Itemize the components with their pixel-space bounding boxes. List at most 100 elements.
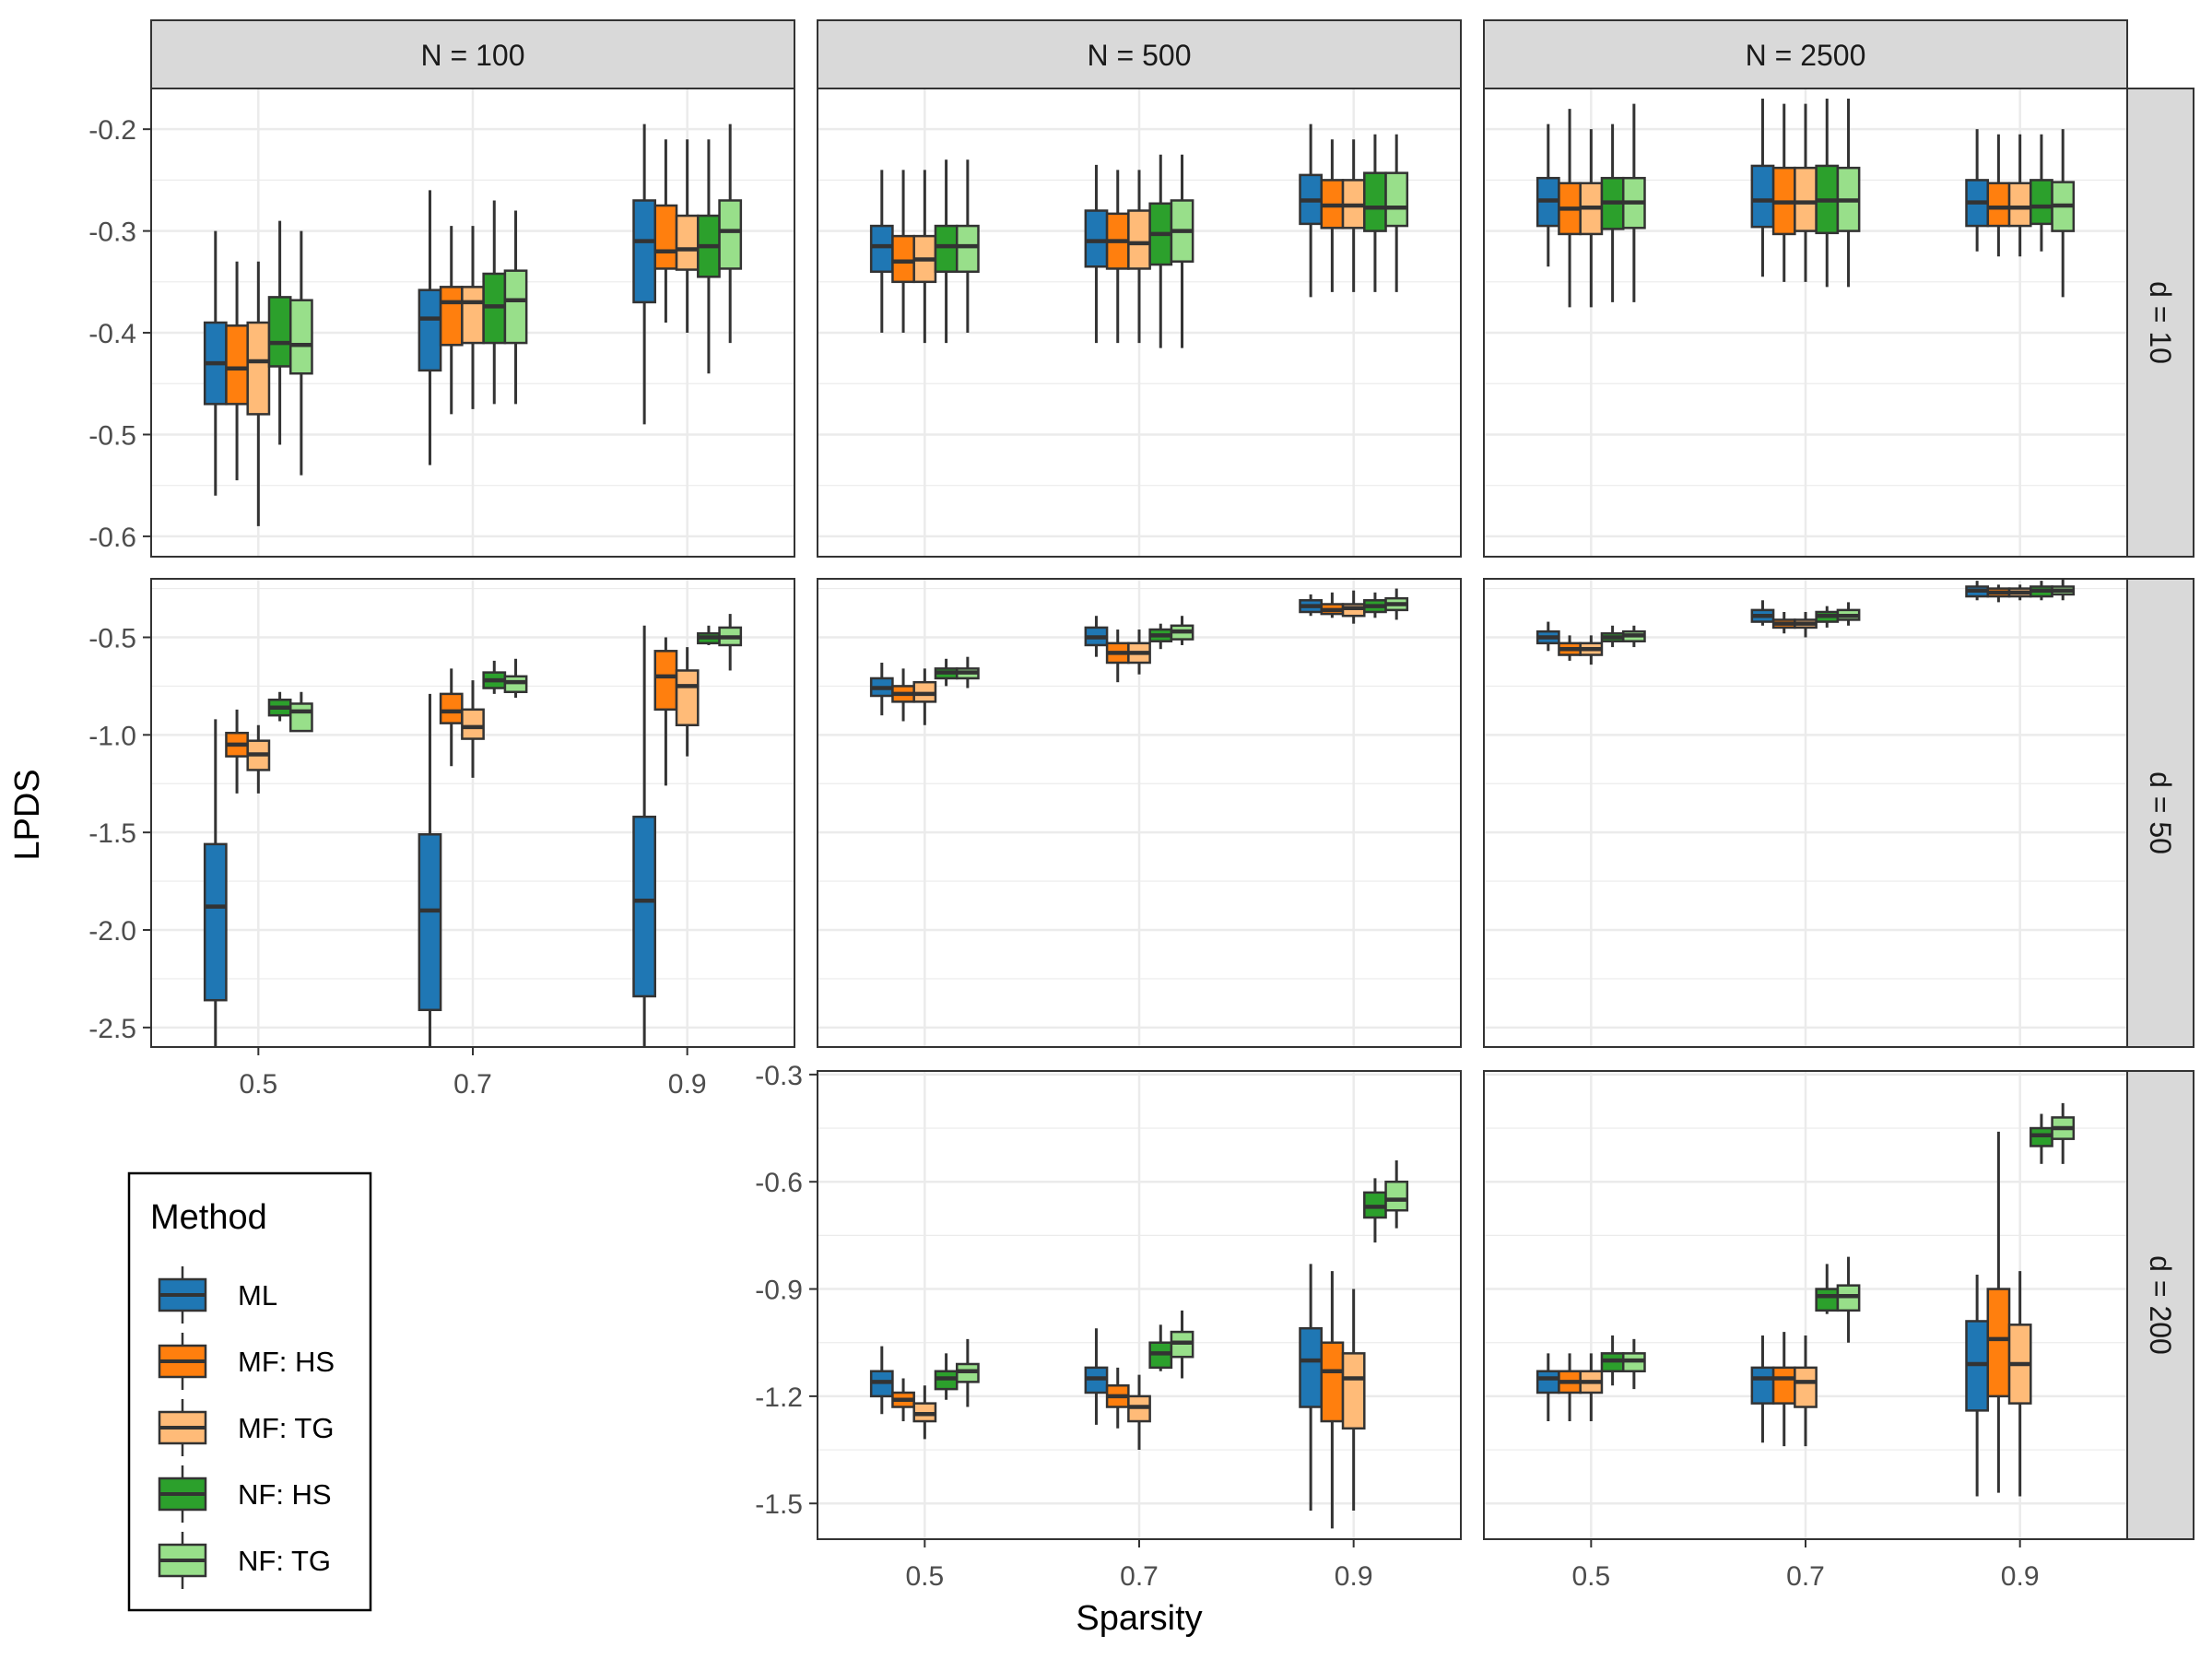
box-nf-hs [1815, 1264, 1840, 1314]
box-mf-tg [2007, 1271, 2032, 1497]
box-body [1384, 1180, 1409, 1212]
box-body [439, 286, 464, 347]
x-tick-label: 0.9 [668, 1069, 707, 1100]
box-mf-hs [1320, 1271, 1345, 1529]
box-mf-tg [1579, 635, 1604, 665]
box-body [1986, 1288, 2011, 1398]
box-body [418, 833, 442, 1012]
box-body [203, 842, 228, 1002]
column-strip-label: N = 2500 [1746, 39, 1866, 72]
box-ml [203, 719, 228, 1047]
box-nf-hs [1815, 99, 1840, 288]
panel-border [817, 88, 1462, 558]
box-ml [1084, 1328, 1109, 1425]
box-mf-hs [653, 637, 678, 786]
box-body [461, 708, 485, 740]
panel-1-3 [1483, 88, 2128, 558]
row-facet-strips: d = 10 d = 50 d = 200 [2126, 88, 2194, 1540]
box-nf-tg [1384, 1159, 1409, 1229]
box-nf-hs [934, 1353, 959, 1400]
panel-border [1483, 88, 2128, 558]
box-ml [418, 693, 442, 1047]
box-nf-tg [503, 658, 528, 699]
box-body [288, 299, 313, 375]
row-strip-2: d = 50 [2126, 578, 2194, 1048]
panel-border [1483, 578, 2128, 1048]
column-strip-label: N = 100 [421, 39, 525, 72]
box-body [1986, 182, 2011, 228]
box-nf-tg [1836, 1256, 1861, 1343]
x-axis-title: Sparsity [1076, 1599, 1202, 1638]
box-body [1127, 209, 1151, 270]
box-body [1320, 1341, 1345, 1423]
box-body [246, 321, 271, 416]
box-mf-hs [225, 709, 249, 794]
x-tick-label: 0.7 [1786, 1561, 1825, 1592]
box-ml [869, 1346, 894, 1415]
column-strip-1: N = 100 [150, 19, 795, 89]
box-body [1771, 1366, 1796, 1405]
x-tick-label: 0.7 [453, 1069, 492, 1100]
y-tick-label: -0.4 [88, 319, 136, 349]
box-mf-tg [461, 680, 485, 778]
box-nf-hs [934, 159, 959, 344]
box-ml [418, 190, 442, 465]
y-tick-label: -0.5 [88, 624, 136, 654]
box-nf-tg [1384, 588, 1409, 620]
box-mf-hs [1558, 109, 1582, 308]
box-body [418, 288, 442, 372]
box-mf-tg [1794, 103, 1818, 282]
y-tick-label: -1.0 [88, 721, 136, 751]
box-nf-tg [955, 159, 980, 334]
box-nf-hs [697, 139, 721, 374]
box-body [1084, 209, 1109, 268]
box-body [1794, 166, 1818, 232]
box-body [1750, 1366, 1775, 1405]
box-ml [632, 124, 657, 425]
box-mf-tg [246, 724, 271, 794]
box-body [1815, 1288, 1840, 1312]
legend-title: Method [150, 1198, 267, 1237]
box-nf-tg [1170, 616, 1194, 645]
y-tick-label: -0.3 [88, 218, 136, 248]
box-body [955, 224, 980, 274]
y-tick-label: -1.5 [755, 1489, 803, 1520]
legend-item-label: MF: HS [238, 1346, 335, 1378]
row-strip-label: d = 10 [2144, 281, 2177, 364]
box-mf-tg [1794, 1335, 1818, 1447]
y-axis-title: LPDS [8, 769, 47, 860]
box-body [1341, 1352, 1366, 1430]
box-body [439, 692, 464, 724]
box-body [718, 199, 743, 270]
box-mf-hs [225, 261, 249, 481]
box-body [2007, 182, 2032, 228]
x-tick-label: 0.5 [239, 1069, 277, 1100]
box-mf-hs [1986, 134, 2011, 257]
legend-item: MF: TG [158, 1399, 334, 1456]
box-nf-hs [1363, 1178, 1387, 1243]
box-ml [1965, 1275, 1990, 1497]
box-mf-hs [1105, 170, 1130, 344]
box-nf-hs [267, 220, 292, 445]
legend-items: ML MF: HS MF: TG NF: HS NF: TG [158, 1266, 335, 1589]
box-mf-tg [1341, 1288, 1366, 1511]
box-mf-hs [891, 1378, 915, 1422]
y-tick-label: -0.5 [88, 420, 136, 451]
y-tick-label: -2.0 [88, 916, 136, 947]
box-ml [632, 625, 657, 1047]
column-strip-3: N = 2500 [1483, 19, 2128, 89]
panel-2-1: -0.5 -1.0 -1.5 -2.0 -2.5 0.5 0.7 0.9 [88, 578, 795, 1100]
panel-1-2 [817, 88, 1462, 558]
box-body [1363, 171, 1387, 232]
box-ml [1750, 99, 1775, 277]
box-body [1299, 1326, 1324, 1408]
box-mf-hs [1105, 629, 1130, 683]
panel-3-2: -0.3 -0.6 -0.9 -1.2 -1.5 0.5 0.7 0.9 [755, 1061, 1462, 1592]
box-nf-tg [955, 656, 980, 688]
box-ml [1535, 1353, 1560, 1422]
box-body [225, 324, 249, 406]
box-nf-tg [1384, 134, 1409, 292]
box-nf-hs [267, 691, 292, 722]
y-tick-label: -0.9 [755, 1276, 803, 1306]
